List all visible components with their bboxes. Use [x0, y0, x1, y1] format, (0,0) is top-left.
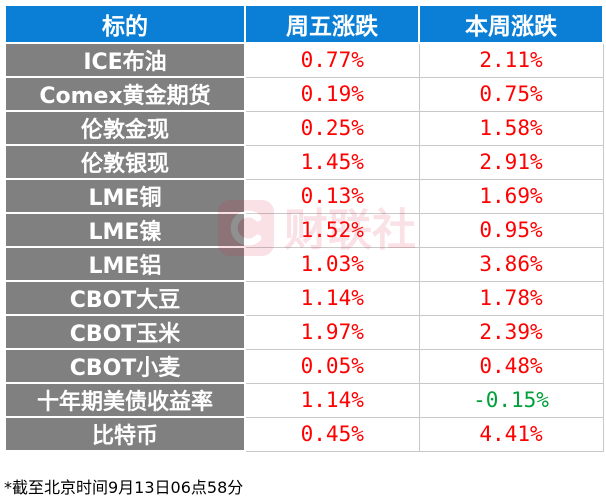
- header-asset: 标的: [4, 4, 246, 44]
- table-row: 伦敦银现 1.45% 2.91%: [4, 144, 604, 180]
- friday-change-cell: 1.14%: [244, 382, 420, 418]
- weekly-change-cell: 2.91%: [418, 144, 604, 180]
- friday-change-cell: 0.13%: [244, 178, 420, 214]
- weekly-change-cell: 4.41%: [418, 416, 604, 452]
- weekly-change-cell: -0.15%: [418, 382, 604, 418]
- friday-change-cell: 0.05%: [244, 348, 420, 384]
- asset-name-cell: 伦敦银现: [4, 144, 246, 180]
- asset-name-cell: Comex黄金期货: [4, 76, 246, 112]
- asset-name-cell: LME镍: [4, 212, 246, 248]
- table-row: Comex黄金期货 0.19% 0.75%: [4, 76, 604, 112]
- weekly-change-cell: 3.86%: [418, 246, 604, 282]
- table-row: LME铜 0.13% 1.69%: [4, 178, 604, 214]
- friday-change-cell: 0.45%: [244, 416, 420, 452]
- weekly-change-cell: 1.69%: [418, 178, 604, 214]
- weekly-change-cell: 2.39%: [418, 314, 604, 350]
- friday-change-cell: 1.45%: [244, 144, 420, 180]
- header-friday-change: 周五涨跌: [244, 4, 420, 44]
- table-row: LME铝 1.03% 3.86%: [4, 246, 604, 282]
- asset-name-cell: ICE布油: [4, 42, 246, 78]
- asset-name-cell: CBOT玉米: [4, 314, 246, 350]
- weekly-change-cell: 2.11%: [418, 42, 604, 78]
- table-body: ICE布油 0.77% 2.11% Comex黄金期货 0.19% 0.75% 伦敦金现 0.…: [4, 42, 604, 452]
- friday-change-cell: 1.14%: [244, 280, 420, 316]
- asset-name-cell: 比特币: [4, 416, 246, 452]
- weekly-change-cell: 0.75%: [418, 76, 604, 112]
- asset-name-cell: CBOT小麦: [4, 348, 246, 384]
- friday-change-cell: 0.25%: [244, 110, 420, 146]
- asset-name-cell: 十年期美债收益率: [4, 382, 246, 418]
- asset-name-cell: 伦敦金现: [4, 110, 246, 146]
- weekly-change-cell: 0.95%: [418, 212, 604, 248]
- timestamp-footnote: *截至北京时间9月13日06点58分: [4, 478, 244, 497]
- weekly-change-cell: 1.58%: [418, 110, 604, 146]
- asset-name-cell: CBOT大豆: [4, 280, 246, 316]
- friday-change-cell: 0.77%: [244, 42, 420, 78]
- asset-name-cell: LME铝: [4, 246, 246, 282]
- table-row: CBOT大豆 1.14% 1.78%: [4, 280, 604, 316]
- weekly-change-cell: 0.48%: [418, 348, 604, 384]
- friday-change-cell: 0.19%: [244, 76, 420, 112]
- table-row: CBOT小麦 0.05% 0.48%: [4, 348, 604, 384]
- market-change-table: 标的 周五涨跌 本周涨跌 ICE布油 0.77% 2.11% Comex黄金期货 0.1…: [4, 4, 604, 452]
- friday-change-cell: 1.03%: [244, 246, 420, 282]
- friday-change-cell: 1.52%: [244, 212, 420, 248]
- table-row: 十年期美债收益率 1.14% -0.15%: [4, 382, 604, 418]
- table-row: CBOT玉米 1.97% 2.39%: [4, 314, 604, 350]
- table-header-row: 标的 周五涨跌 本周涨跌: [4, 4, 604, 44]
- table-row: 比特币 0.45% 4.41%: [4, 416, 604, 452]
- asset-name-cell: LME铜: [4, 178, 246, 214]
- weekly-change-cell: 1.78%: [418, 280, 604, 316]
- table-row: 伦敦金现 0.25% 1.58%: [4, 110, 604, 146]
- table-row: ICE布油 0.77% 2.11%: [4, 42, 604, 78]
- table-row: LME镍 1.52% 0.95%: [4, 212, 604, 248]
- header-weekly-change: 本周涨跌: [418, 4, 604, 44]
- friday-change-cell: 1.97%: [244, 314, 420, 350]
